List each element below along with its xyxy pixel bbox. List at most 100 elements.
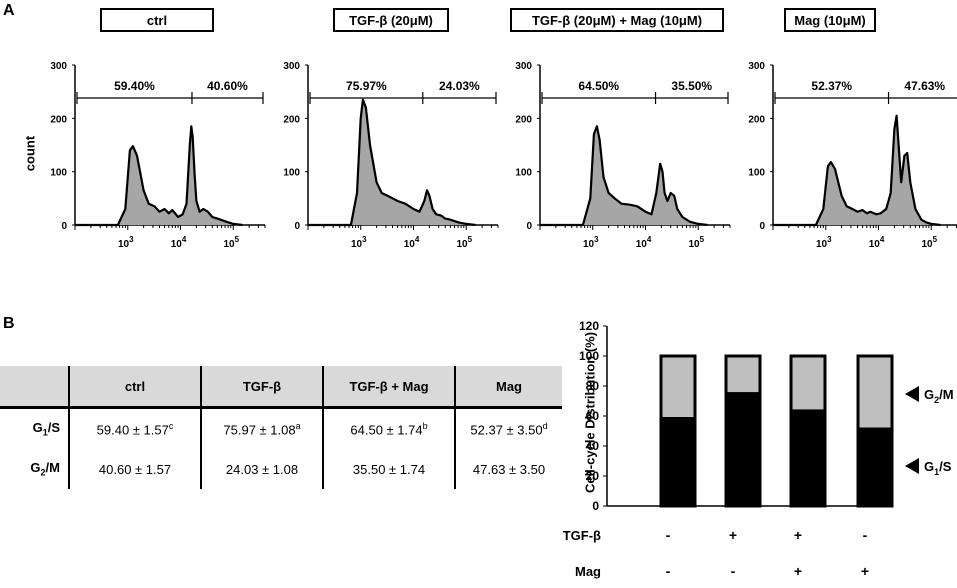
legend-arrow-icon <box>905 386 919 402</box>
table-cell: 47.63 ± 3.50 <box>454 449 562 489</box>
y-tick-label: 300 <box>283 61 300 72</box>
table-row: G2/M 40.60 ± 1.57 24.03 ± 1.08 35.50 ± 1… <box>0 449 562 489</box>
table-cell: 75.97 ± 1.08a <box>200 407 323 449</box>
panel-a-letter: A <box>3 2 15 19</box>
x-tick-label: 104 <box>171 235 187 250</box>
table-header-row: ctrl TGF-β TGF-β + Mag Mag <box>0 366 562 409</box>
y-tick-label: 200 <box>50 114 67 125</box>
x-tick-label: 105 <box>688 235 704 250</box>
treatment-label: TGF-β <box>563 528 601 543</box>
y-tick-label: 0 <box>592 499 599 513</box>
x-tick-label: 105 <box>921 235 937 250</box>
cell-cycle-table: ctrl TGF-β TGF-β + Mag Mag G1/S 59.40 ± … <box>0 366 562 489</box>
legend-arrow-icon <box>905 458 919 474</box>
condition-label: ctrl <box>146 12 168 28</box>
treatment-sign: - <box>731 563 736 579</box>
x-tick-label: 104 <box>869 235 885 250</box>
y-tick-label: 60 <box>586 409 600 423</box>
y-tick-label: 200 <box>748 114 765 125</box>
x-tick-label: 103 <box>118 235 134 250</box>
row-label-g2m: G2/M <box>30 460 60 478</box>
gate-left-percent: 59.40% <box>114 79 155 93</box>
treatment-sign: - <box>666 563 671 579</box>
legend-g2m: G2/M <box>924 387 954 405</box>
y-tick-label: 80 <box>586 379 600 393</box>
bar-outline <box>856 354 894 508</box>
y-tick-label: 200 <box>515 114 532 125</box>
bar-g2m <box>791 356 825 410</box>
condition-label: TGF-β (20μM) <box>349 12 433 28</box>
bar-outline <box>659 354 697 508</box>
treatment-sign: + <box>861 563 869 579</box>
table-header: TGF-β <box>200 366 323 409</box>
histogram-area <box>540 126 708 225</box>
treatment-sign: + <box>729 527 737 543</box>
table-cell: 64.50 ± 1.74b <box>322 407 455 449</box>
x-tick-label: 105 <box>223 235 239 250</box>
histogram-panel: 300 200 100 0 103 104 105 75.97% 24.03% <box>283 61 499 250</box>
gate-left-percent: 52.37% <box>811 79 852 93</box>
histogram-line <box>540 125 708 227</box>
table-header: Mag <box>454 366 562 409</box>
condition-box-mag: Mag (10μM) <box>784 8 876 32</box>
bar-outline <box>789 354 827 508</box>
bar-g1s <box>858 427 892 506</box>
treatment-sign: - <box>863 527 868 543</box>
x-tick-label: 103 <box>351 235 367 250</box>
table-cell: 59.40 ± 1.57c <box>68 407 201 449</box>
bar-g1s <box>661 416 695 506</box>
bar-g1s <box>726 392 760 506</box>
x-tick-label: 103 <box>816 235 832 250</box>
y-tick-label: 100 <box>515 168 532 179</box>
y-tick-label: 0 <box>294 221 300 232</box>
x-tick-label: 105 <box>456 235 472 250</box>
y-tick-label: 200 <box>283 114 300 125</box>
bar-g2m <box>858 356 892 428</box>
y-tick-label: 40 <box>586 439 600 453</box>
condition-label: TGF-β (20μM) + Mag (10μM) <box>531 12 703 28</box>
histogram-panel: 300 200 100 0 103 104 105 64.50% 35.50% <box>515 61 731 250</box>
gate-right-percent: 24.03% <box>439 79 480 93</box>
treatment-sign: - <box>666 527 671 543</box>
treatment-sign: + <box>794 527 802 543</box>
y-tick-label: 100 <box>748 168 765 179</box>
table-cell: 24.03 ± 1.08 <box>200 449 323 489</box>
legend-g1s: G1/S <box>924 459 952 477</box>
condition-box-tgf: TGF-β (20μM) <box>333 8 449 32</box>
x-tick-label: 104 <box>636 235 652 250</box>
condition-label: Mag (10μM) <box>794 12 866 28</box>
histogram-line <box>308 98 476 227</box>
treatment-sign: + <box>794 563 802 579</box>
gate-right-percent: 47.63% <box>904 79 945 93</box>
table-cell: 40.60 ± 1.57 <box>68 449 201 489</box>
table-header-blank <box>0 366 69 409</box>
gate-right-percent: 35.50% <box>671 79 712 93</box>
y-tick-label: 0 <box>61 221 67 232</box>
flow-histograms: 300 200 100 0 103 104 105 59.40% 40.60% 300 200 100… <box>50 61 957 250</box>
y-tick-label: 0 <box>759 221 765 232</box>
histogram-line <box>75 125 243 227</box>
panel-b-letter: B <box>3 315 15 332</box>
y-tick-label: 100 <box>579 349 599 363</box>
y-tick-label: 300 <box>50 61 67 72</box>
y-tick-label: 100 <box>283 168 300 179</box>
histogram-area <box>773 115 941 225</box>
condition-box-tgf-mag: TGF-β (20μM) + Mag (10μM) <box>510 8 724 32</box>
histogram-area <box>308 99 476 225</box>
table-cell: 35.50 ± 1.74 <box>322 449 455 489</box>
table-row: G1/S 59.40 ± 1.57c 75.97 ± 1.08a 64.50 ±… <box>0 407 562 449</box>
stacked-bar-chart: 0 20 40 60 80 100 120 G2/M G1/S TGF-β - + + - Mag - - + + <box>563 319 954 579</box>
x-tick-label: 104 <box>404 235 420 250</box>
histogram-line <box>773 114 941 227</box>
gate-left-percent: 75.97% <box>346 79 387 93</box>
y-tick-label: 120 <box>579 319 599 333</box>
table-cell: 52.37 ± 3.50d <box>454 407 562 449</box>
treatment-label: Mag <box>575 564 601 579</box>
bar-g2m <box>661 356 695 417</box>
y-tick-label: 20 <box>586 469 600 483</box>
bar-g2m <box>726 356 760 393</box>
x-tick-label: 103 <box>583 235 599 250</box>
table-header: TGF-β + Mag <box>322 366 455 409</box>
condition-box-ctrl: ctrl <box>100 8 214 32</box>
histogram-panel: 300 200 100 0 103 104 105 59.40% 40.60% <box>50 61 266 250</box>
